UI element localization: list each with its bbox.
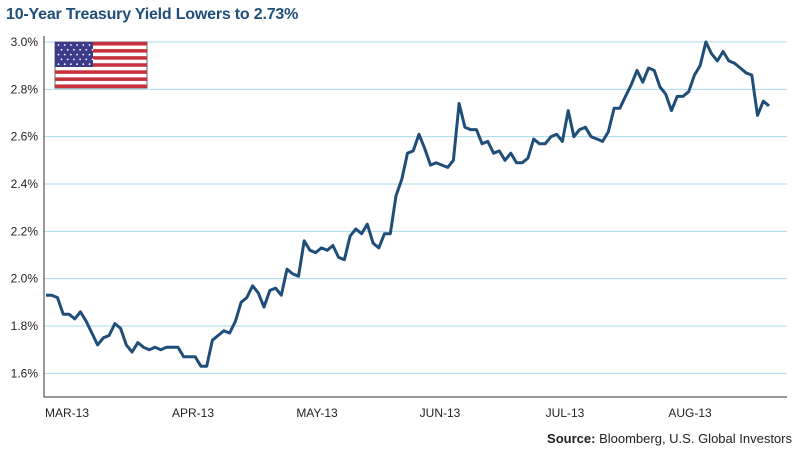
y-tick-label: 2.4% <box>11 177 39 191</box>
flag-star <box>66 58 69 61</box>
x-axis-ticks: MAR-13 APR-13 MAY-13 JUN-13 JUL-13 AUG-13 <box>45 406 712 420</box>
flag-star <box>91 58 94 61</box>
flag-star <box>79 58 81 61</box>
y-tick-label: 3.0% <box>11 35 39 49</box>
x-tick-label: APR-13 <box>172 406 214 420</box>
source-note: Source: Bloomberg, U.S. Global Investors <box>547 431 792 446</box>
flag-star <box>70 53 72 56</box>
flag-star <box>60 58 63 61</box>
flag-star <box>88 53 91 56</box>
flag-star <box>76 44 78 46</box>
flag-star <box>82 63 85 66</box>
flag-stripe <box>55 77 147 81</box>
source-label: Source: <box>547 431 596 446</box>
flag-star <box>82 44 85 46</box>
flag-stripe <box>55 84 147 88</box>
y-axis-ticks: 3.0% 2.8% 2.6% 2.4% 2.2% 2.0% 1.8% 1.6% <box>11 35 39 380</box>
flag-star <box>88 44 91 46</box>
chart-title: 10-Year Treasury Yield Lowers to 2.73% <box>6 6 299 23</box>
flag-star <box>70 44 72 46</box>
y-tick-label: 1.8% <box>11 319 39 333</box>
flag-star <box>76 53 78 56</box>
flag-star <box>79 48 81 51</box>
flag-star <box>88 63 91 66</box>
y-tick-label: 2.0% <box>11 272 39 286</box>
flag-star <box>57 63 60 66</box>
flag-star <box>91 48 94 51</box>
flag-star <box>73 48 75 51</box>
x-tick-label: MAY-13 <box>296 406 338 420</box>
flag-star <box>76 63 78 66</box>
flag-star <box>57 53 60 56</box>
flag-star <box>63 53 66 56</box>
flag-star <box>63 44 66 46</box>
series-lines <box>46 40 770 368</box>
axes <box>43 36 787 398</box>
flag-star <box>70 63 72 66</box>
y-tick-label: 2.8% <box>11 82 39 96</box>
x-tick-label: AUG-13 <box>668 406 712 420</box>
flag-star <box>66 48 69 51</box>
series-line <box>46 40 770 368</box>
y-tick-label: 2.6% <box>11 130 39 144</box>
x-tick-label: JUN-13 <box>420 406 461 420</box>
flag-star <box>85 48 88 51</box>
flag-stripe <box>55 63 147 67</box>
gridlines <box>44 41 787 374</box>
flag-star <box>82 53 85 56</box>
flag-star <box>60 48 63 51</box>
flag-star <box>73 58 75 61</box>
flag-stripe <box>55 70 147 74</box>
flag-stripe <box>55 49 147 53</box>
x-tick-label: MAR-13 <box>45 406 89 420</box>
x-tick-label: JUL-13 <box>546 406 585 420</box>
y-tick-label: 1.6% <box>11 366 39 380</box>
us-flag-icon <box>54 41 148 89</box>
flag-stripe <box>55 42 147 46</box>
flag-star <box>85 58 88 61</box>
source-text: Bloomberg, U.S. Global Investors <box>599 431 792 446</box>
flag-star <box>63 63 66 66</box>
y-tick-label: 2.2% <box>11 224 39 238</box>
flag-star <box>57 44 60 46</box>
flag-stripe <box>55 56 147 60</box>
